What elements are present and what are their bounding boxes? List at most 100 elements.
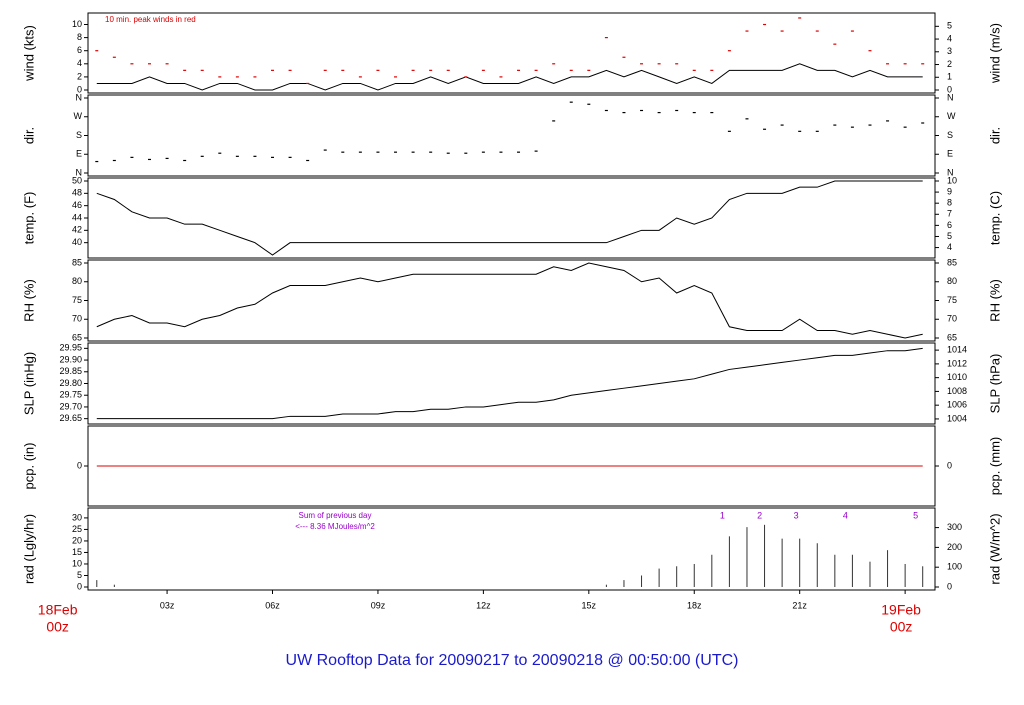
panel-frame <box>87 12 936 94</box>
y-tick-label: 8 <box>77 32 82 42</box>
y-tick-label: 0 <box>77 581 82 591</box>
x-tick-label: 21z <box>792 600 807 610</box>
marker-label: 3 <box>794 510 799 520</box>
y-axis-title: temp. (F) <box>21 192 36 245</box>
y-tick-label: 50 <box>72 175 82 185</box>
y2-tick-label: 0 <box>947 581 952 591</box>
y-tick-label: 2 <box>77 71 82 81</box>
panel-frame <box>87 94 936 177</box>
y-axis-title: SLP (inHg) <box>21 352 36 415</box>
y2-tick-label: 1004 <box>947 413 967 423</box>
y2-axis-title: SLP (hPa) <box>987 354 1002 414</box>
y2-tick-label: 5 <box>947 21 952 31</box>
y2-tick-label: 1010 <box>947 372 967 382</box>
y2-tick-label: 10 <box>947 175 957 185</box>
y2-tick-label: 8 <box>947 198 952 208</box>
y2-tick-label: 4 <box>947 242 952 252</box>
data-line <box>96 63 923 91</box>
y2-axis-title: wind (m/s) <box>987 23 1002 84</box>
panel-frame <box>87 507 936 591</box>
y2-tick-label: 75 <box>947 295 957 305</box>
date-label: 19Feb <box>881 602 921 618</box>
annotation: Sum of previous day <box>299 511 372 520</box>
date-label: 18Feb <box>38 602 78 618</box>
y-axis-title: dir. <box>21 127 36 144</box>
y2-tick-label: 0 <box>947 460 952 470</box>
y-tick-label: 29.65 <box>59 413 82 423</box>
y-tick-label: 80 <box>72 276 82 286</box>
y2-axis-title: temp. (C) <box>987 191 1002 245</box>
y2-tick-label: 1 <box>947 72 952 82</box>
data-line <box>96 180 923 256</box>
y2-tick-label: 7 <box>947 209 952 219</box>
y-axis-title: rad (Lgly/hr) <box>21 514 36 584</box>
y2-tick-label: 70 <box>947 314 957 324</box>
y-tick-label: S <box>76 130 82 140</box>
y-axis-title: pcp. (in) <box>21 443 36 490</box>
y2-tick-label: 1006 <box>947 400 967 410</box>
annotation: 10 min. peak winds in red <box>105 15 196 24</box>
y-tick-label: E <box>76 149 82 159</box>
marker-label: 4 <box>843 510 848 520</box>
y-tick-label: 42 <box>72 225 82 235</box>
y-tick-label: 40 <box>72 237 82 247</box>
y-tick-label: 85 <box>72 257 82 267</box>
y-tick-label: 46 <box>72 200 82 210</box>
y2-tick-label: 2 <box>947 59 952 69</box>
y-tick-label: W <box>74 111 83 121</box>
y2-axis-title: dir. <box>987 127 1002 144</box>
y-tick-label: N <box>76 167 83 177</box>
marker-label: 1 <box>720 510 725 520</box>
data-line <box>96 262 923 339</box>
y-tick-label: 25 <box>72 524 82 534</box>
page-title: UW Rooftop Data for 20090217 to 20090218… <box>286 652 739 669</box>
y2-tick-label: 85 <box>947 257 957 267</box>
y-tick-label: 4 <box>77 58 82 68</box>
y-tick-label: 15 <box>72 547 82 557</box>
y-tick-label: 10 <box>72 558 82 568</box>
y2-tick-label: 100 <box>947 562 962 572</box>
y-tick-label: 20 <box>72 535 82 545</box>
y2-axis-title: pcp. (mm) <box>987 437 1002 496</box>
y-axis-title: wind (kts) <box>21 25 36 82</box>
y2-tick-label: N <box>947 167 954 177</box>
y-tick-label: 29.80 <box>59 378 82 388</box>
y2-tick-label: 1008 <box>947 386 967 396</box>
x-tick-label: 09z <box>371 600 386 610</box>
y-tick-label: 75 <box>72 295 82 305</box>
panel-frame <box>87 342 936 425</box>
y-tick-label: 44 <box>72 212 82 222</box>
annotation: <--- 8.36 MJoules/m^2 <box>295 522 375 531</box>
y2-tick-label: 5 <box>947 231 952 241</box>
y2-axis-title: RH (%) <box>987 279 1002 322</box>
y-tick-label: 30 <box>72 512 82 522</box>
x-tick-label: 03z <box>160 600 175 610</box>
y2-tick-label: 80 <box>947 276 957 286</box>
y2-tick-label: S <box>947 130 953 140</box>
y2-tick-label: 200 <box>947 542 962 552</box>
y2-tick-label: 65 <box>947 332 957 342</box>
date-label: 00z <box>46 619 69 635</box>
y2-tick-label: N <box>947 92 954 102</box>
marker-label: 5 <box>913 510 918 520</box>
y-tick-label: 10 <box>72 19 82 29</box>
x-tick-label: 15z <box>582 600 597 610</box>
x-tick-label: 12z <box>476 600 491 610</box>
date-label: 00z <box>890 619 913 635</box>
panel-frame <box>87 259 936 342</box>
y-tick-label: 29.70 <box>59 401 82 411</box>
y2-tick-label: 9 <box>947 186 952 196</box>
y2-tick-label: 1012 <box>947 358 967 368</box>
y2-tick-label: E <box>947 149 953 159</box>
y2-axis-title: rad (W/m^2) <box>987 513 1002 584</box>
y-tick-label: 0 <box>77 84 82 94</box>
y-tick-label: 29.95 <box>59 343 82 353</box>
x-tick-label: 18z <box>687 600 702 610</box>
data-line <box>96 347 923 420</box>
y-axis-title: RH (%) <box>21 279 36 322</box>
y2-tick-label: 1014 <box>947 345 967 355</box>
y2-tick-label: 300 <box>947 522 962 532</box>
x-tick-label: 06z <box>265 600 280 610</box>
y-tick-label: 0 <box>77 460 82 470</box>
